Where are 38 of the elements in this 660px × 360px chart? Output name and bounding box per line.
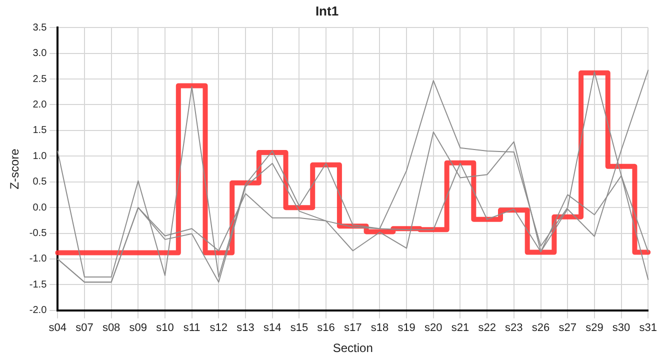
x-tick-label: s10 (156, 322, 174, 334)
y-tick-label: -1.5 (29, 279, 48, 290)
x-tick-label: s21 (451, 322, 470, 334)
x-tick-label: s22 (478, 322, 496, 334)
x-tick-label: s20 (424, 322, 442, 334)
x-tick-label: s29 (586, 322, 604, 334)
x-tick-label: s16 (317, 322, 335, 334)
y-tick-label: 3.5 (32, 22, 48, 34)
x-tick-label: s09 (129, 322, 148, 334)
x-tick-label: s19 (398, 322, 416, 334)
x-tick-label: s15 (290, 322, 308, 334)
y-axis-title: Z-score (8, 148, 22, 190)
x-tick-label: s11 (183, 322, 200, 334)
x-tick-label: s04 (48, 322, 67, 334)
x-tick-label: s12 (210, 322, 228, 334)
x-tick-label: s13 (236, 322, 254, 334)
y-tick-label: 2.5 (32, 74, 48, 85)
y-tick-label: 2.0 (32, 99, 48, 110)
chart-title: Int1 (315, 3, 339, 18)
x-tick-label: s18 (370, 322, 389, 334)
y-tick-label: 1.5 (32, 125, 48, 136)
x-axis-title: Section (332, 341, 373, 356)
x-tick-label: s31 (639, 322, 658, 334)
x-tick-label: s08 (102, 322, 120, 334)
y-tick-label: -2.0 (29, 305, 48, 316)
y-tick-label: -0.5 (29, 228, 48, 240)
x-tick-label: s14 (263, 322, 282, 334)
x-tick-label: s27 (558, 322, 576, 334)
x-tick-label: s30 (612, 322, 630, 334)
y-tick-label: 0.5 (32, 176, 48, 188)
y-tick-label: 3.0 (32, 48, 48, 60)
y-tick-label: 1.0 (32, 150, 48, 162)
y-tick-label: 0.0 (32, 202, 48, 214)
y-tick-label: -1.0 (29, 254, 48, 265)
x-tick-label: s07 (76, 322, 94, 334)
x-tick-label: s17 (344, 322, 362, 334)
x-tick-label: s26 (532, 322, 550, 334)
x-tick-label: s23 (505, 322, 523, 334)
